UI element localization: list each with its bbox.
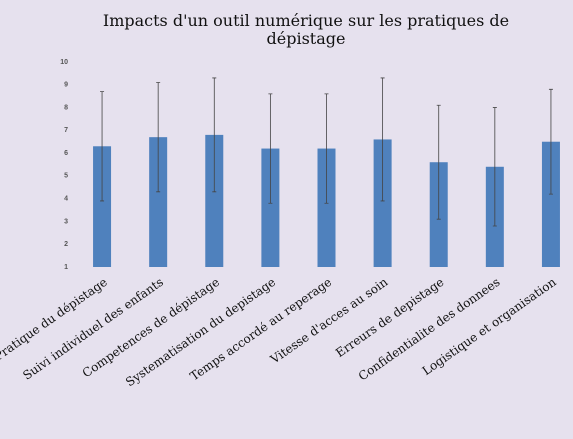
error-bar [492, 107, 497, 227]
error-bar [548, 88, 553, 195]
y-tick-label: 2 [64, 241, 68, 248]
y-tick-label: 9 [64, 82, 68, 89]
error-bar [100, 91, 105, 202]
bar [149, 137, 168, 267]
error-bar [324, 93, 329, 204]
y-tick-label: 8 [64, 104, 68, 111]
chart-title: Impacts d'un outil numérique sur les pra… [102, 11, 510, 48]
y-tick-label: 6 [64, 150, 68, 157]
error-bar [156, 82, 161, 193]
y-tick-label: 3 [64, 218, 68, 225]
bar [541, 141, 560, 267]
y-tick-label: 7 [64, 127, 68, 134]
bar [373, 139, 392, 267]
error-bar [380, 77, 385, 202]
error-bar [268, 93, 273, 204]
bar [93, 146, 112, 267]
bar [261, 148, 280, 267]
bar [317, 148, 336, 267]
error-bar [212, 77, 217, 193]
y-tick-label: 5 [64, 173, 68, 180]
y-tick-label: 4 [64, 196, 68, 203]
bar [205, 134, 224, 267]
error-bar [436, 104, 441, 220]
y-tick-label: 1 [64, 264, 68, 271]
y-tick-label: 10 [60, 59, 68, 66]
